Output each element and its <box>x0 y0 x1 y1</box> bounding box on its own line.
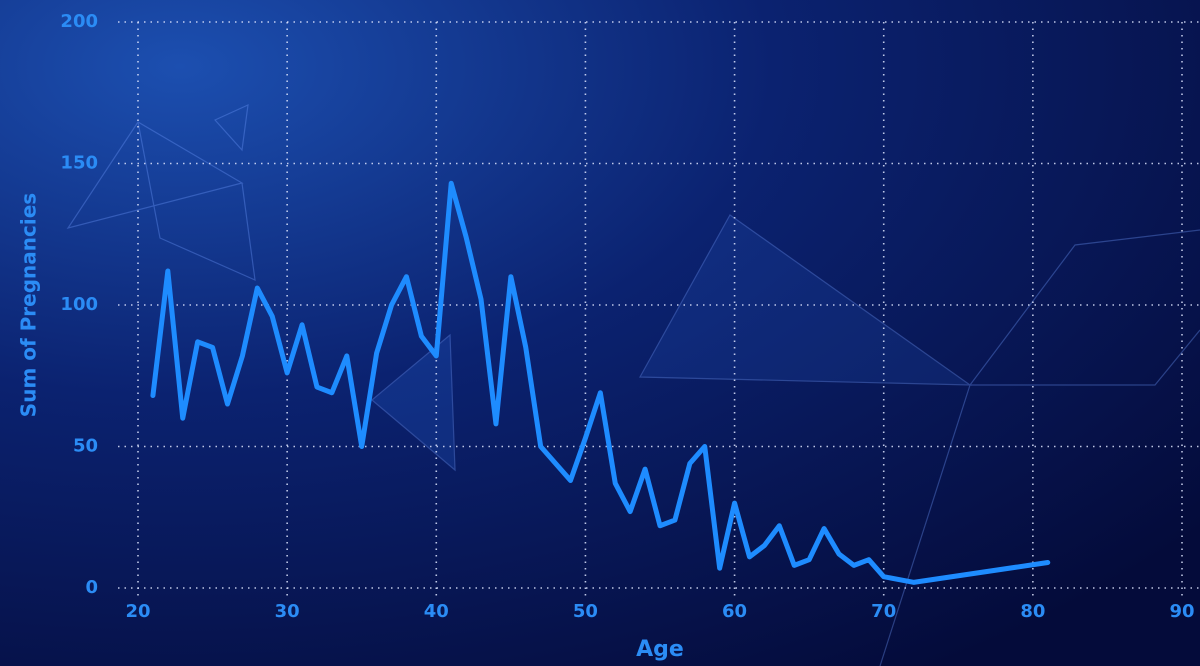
x-tick-label: 90 <box>1169 601 1194 622</box>
x-tick-label: 70 <box>871 601 896 622</box>
y-tick-label: 100 <box>60 294 98 315</box>
y-tick-label: 50 <box>73 436 98 457</box>
y-tick-label: 150 <box>60 153 98 174</box>
x-tick-label: 30 <box>275 601 300 622</box>
y-tick-label: 0 <box>85 577 98 598</box>
x-tick-label: 50 <box>573 601 598 622</box>
line <box>150 180 1051 585</box>
decoration <box>66 104 1200 666</box>
x-tick-label: 40 <box>424 601 449 622</box>
y-tick-label: 200 <box>60 11 98 32</box>
x-tick-label: 20 <box>125 601 150 622</box>
x-axis-label: Age <box>636 637 684 662</box>
y-axis-label: Sum of Pregnancies <box>17 193 41 417</box>
x-tick-label: 80 <box>1020 601 1045 622</box>
x-tick-label: 60 <box>722 601 747 622</box>
